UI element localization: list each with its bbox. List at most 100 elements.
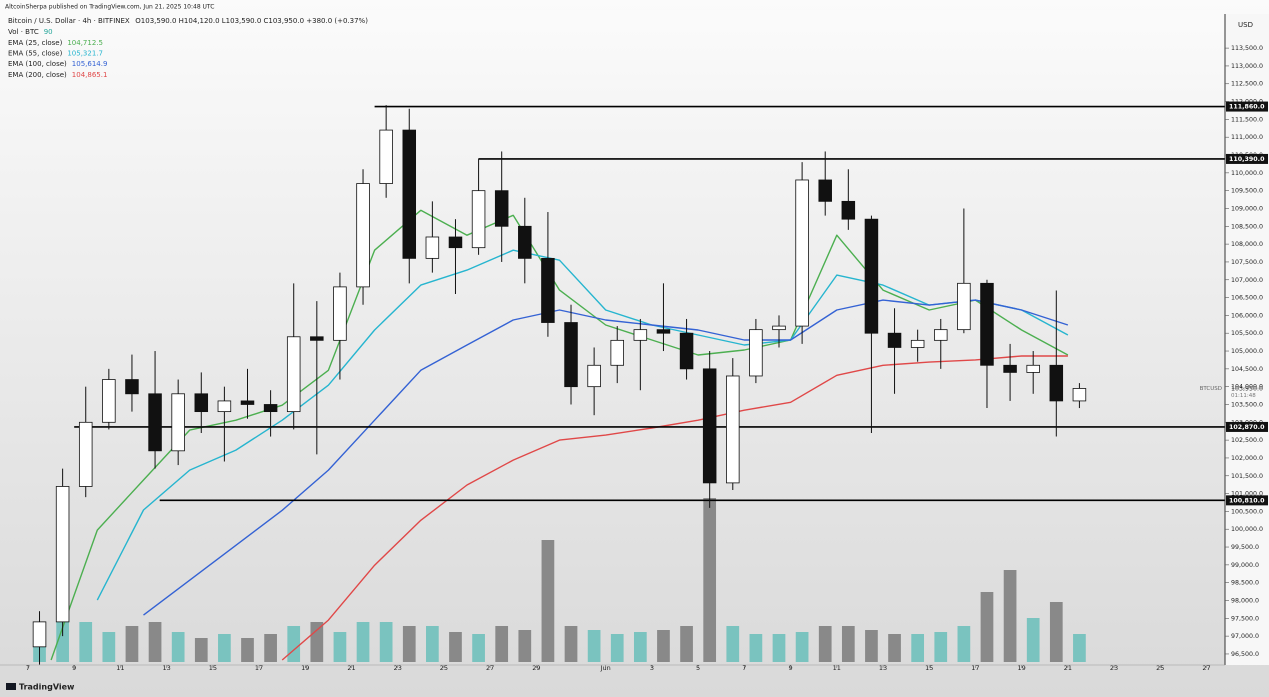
candle-body <box>702 368 717 484</box>
candle-body <box>333 286 347 341</box>
x-tick-label: 13 <box>879 664 887 672</box>
x-tick-label: 25 <box>440 664 448 672</box>
legend-name: EMA (100, close) <box>8 60 67 68</box>
legend-entry: EMA (25, close) 104,712.5 <box>8 39 103 47</box>
x-tick-label: 11 <box>116 664 124 672</box>
y-tick-label: 104,000.0 <box>1231 384 1263 391</box>
x-tick-label: 25 <box>1156 664 1164 672</box>
x-tick-label: 15 <box>209 664 217 672</box>
volume-bar <box>587 630 601 662</box>
volume-bar <box>218 634 231 662</box>
candle-body <box>679 332 694 370</box>
candle-body <box>795 179 809 327</box>
volume-bar <box>726 626 740 662</box>
footer-text: TradingView <box>19 683 75 692</box>
volume-bar <box>865 630 878 662</box>
volume-bar <box>148 622 162 662</box>
candle-body <box>448 236 463 249</box>
y-tick-label: 111,000.0 <box>1231 134 1263 141</box>
y-tick-label: 102,000.0 <box>1231 455 1263 462</box>
y-tick-label: 106,000.0 <box>1231 312 1263 319</box>
x-tick-label: 17 <box>971 664 979 672</box>
legend-entry: EMA (200, close) 104,865.1 <box>8 71 107 79</box>
x-tick-label: 19 <box>301 664 309 672</box>
volume-bar <box>911 634 925 662</box>
candle-body <box>934 329 948 341</box>
y-tick-label: 99,000.0 <box>1231 562 1259 569</box>
y-tick-label: 110,000.0 <box>1231 170 1263 177</box>
legend-value: 104,865.1 <box>72 71 108 79</box>
volume-bar <box>957 626 971 662</box>
candle-body <box>541 257 555 323</box>
x-tick-label: 13 <box>162 664 170 672</box>
candle-body <box>55 486 70 623</box>
symbol-line: Bitcoin / U.S. Dollar · 4h · BITFINEX O10… <box>8 17 368 25</box>
x-tick-label: Jun <box>600 664 611 672</box>
x-tick-label: 23 <box>394 664 402 672</box>
candle-body <box>587 364 601 388</box>
candle-body <box>494 190 509 227</box>
legend-entry: EMA (55, close) 105,321.7 <box>8 50 103 58</box>
candle-body <box>864 218 879 334</box>
candle-body <box>148 393 162 452</box>
candle-body <box>818 179 832 202</box>
volume-bar <box>541 540 555 662</box>
y-tick-label: 98,500.0 <box>1231 580 1259 587</box>
volume-bar <box>841 626 855 662</box>
y-tick-label: 108,000.0 <box>1231 241 1263 248</box>
candle-body <box>286 336 301 413</box>
candle-body <box>425 236 440 259</box>
volume-bar <box>402 626 416 662</box>
volume-bar <box>934 632 948 662</box>
x-tick-label: 5 <box>696 664 700 672</box>
current-price-label: 103,950.0 <box>1231 385 1263 392</box>
legend-name: EMA (200, close) <box>8 71 67 79</box>
candle-body <box>217 400 232 413</box>
candle-body <box>263 404 278 413</box>
volume-legend: Vol · BTC 90 <box>8 28 53 36</box>
candle-body <box>194 393 209 413</box>
volume-name: Vol · BTC <box>8 28 39 36</box>
y-tick-label: 97,000.0 <box>1231 633 1259 640</box>
legend-name: EMA (25, close) <box>8 39 63 47</box>
y-tick-label: 105,500.0 <box>1231 330 1263 337</box>
ema-line <box>96 249 1069 601</box>
y-tick-label: 109,500.0 <box>1231 188 1263 195</box>
footer-logo: TradingView <box>6 683 75 692</box>
candle-body <box>125 379 139 395</box>
volume-bar <box>610 634 624 662</box>
volume-bar <box>657 630 670 662</box>
volume-bar <box>356 622 370 662</box>
level-label: 110,390.0 <box>1229 156 1265 163</box>
volume-bar <box>888 634 901 662</box>
price-axis-panel <box>1225 14 1269 665</box>
y-tick-label: 109,000.0 <box>1231 205 1263 212</box>
volume-bar <box>749 634 763 662</box>
volume-bar <box>1049 602 1063 662</box>
currency-label: USD <box>1238 21 1253 29</box>
y-tick-label: 107,000.0 <box>1231 277 1263 284</box>
y-tick-label: 100,000.0 <box>1231 526 1263 533</box>
volume-bar <box>171 632 185 662</box>
volume-bar <box>818 626 832 662</box>
ema-line <box>143 299 1069 616</box>
volume-bar <box>1003 570 1017 662</box>
x-tick-label: 7 <box>26 664 30 672</box>
y-tick-label: 102,500.0 <box>1231 437 1263 444</box>
x-tick-label: 23 <box>1110 664 1118 672</box>
volume-bar <box>1073 634 1086 662</box>
author-line: AltcoinSherpa published on TradingView.c… <box>5 4 214 11</box>
volume-bar <box>795 632 809 662</box>
candle-body <box>1049 364 1064 402</box>
volume-bar <box>310 622 324 662</box>
candle-body <box>310 336 324 341</box>
candle-body <box>656 329 671 334</box>
candle-body <box>726 375 740 484</box>
countdown: 01:11:48 <box>1231 393 1256 399</box>
volume-bar <box>703 498 717 662</box>
x-tick-label: 3 <box>650 664 654 672</box>
candle-body <box>171 393 185 452</box>
x-tick-label: 15 <box>925 664 933 672</box>
